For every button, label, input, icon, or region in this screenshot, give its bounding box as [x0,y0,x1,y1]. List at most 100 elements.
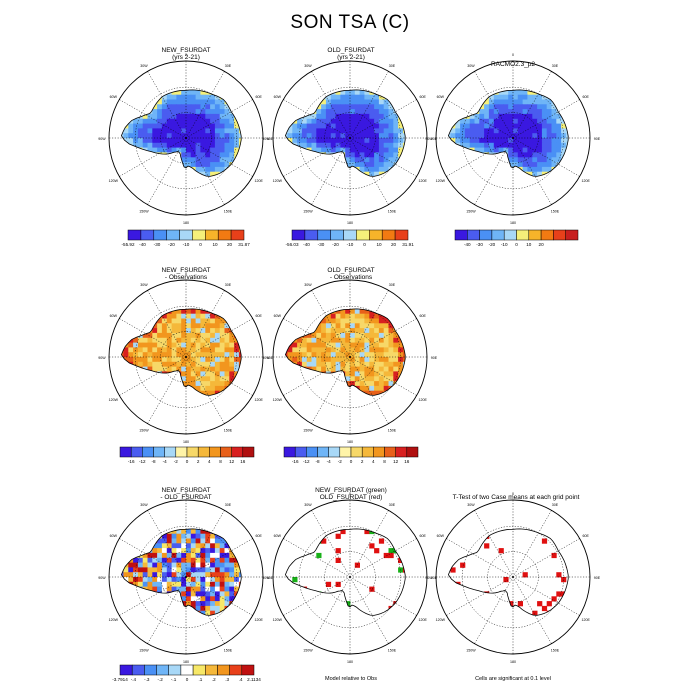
grid-cell [157,567,163,573]
grid-cell [513,99,519,105]
grid-cell [205,601,211,607]
grid-cell [316,347,322,353]
grid-cell [354,332,360,339]
grid-cell [210,94,216,100]
grid-cell [205,557,211,563]
grid-cell [181,133,187,139]
grid-cell [551,162,557,168]
grid-cell [364,138,370,144]
grid-cell [537,113,543,120]
grid-cell [321,352,327,358]
grid-cell [369,381,375,387]
grid-cell [374,177,379,182]
grid-cell [301,142,308,148]
grid-cell [128,572,134,578]
grid-cell [306,133,312,139]
grid-cell [176,94,182,100]
grid-cell [205,113,211,120]
grid-cell [186,123,192,129]
grid-cell [133,567,139,573]
grid-cell [195,99,201,105]
grid-cell [214,581,221,587]
grid-cell [234,147,240,153]
grid-cell [513,89,519,91]
grid-cell [537,601,543,607]
grid-cell [493,109,499,115]
grid-cell [171,99,177,105]
grid-cell [359,323,365,329]
longitude-label: 150W [303,429,313,433]
colorbar-swatch [361,446,374,458]
grid-cell [161,128,168,134]
colorbar-label: 10 [376,242,382,247]
grid-cell [325,366,332,372]
grid-cell [335,581,341,587]
grid-cell [469,128,475,134]
grid-cell [171,138,177,144]
grid-cell [152,113,158,120]
grid-cell [195,147,201,153]
grid-cell [316,538,322,544]
grid-cell [354,147,360,153]
grid-cell [157,104,163,110]
grid-cell [161,538,168,544]
grid-cell [311,352,317,358]
grid-cell [378,328,385,334]
grid-cell [484,128,490,134]
panel-title: NEW_FSURDAT (green) OLD_FSURDAT (red) [315,487,387,501]
grid-cell [532,104,538,110]
grid-cell [508,89,514,91]
grid-cell [190,601,196,607]
grid-cell [186,591,192,597]
grid-cell [364,147,370,153]
grid-cell [190,138,196,144]
grid-cell [292,577,298,583]
grid-cell [161,337,168,343]
grid-cell [388,157,394,163]
grid-cell [311,118,317,124]
grid-cell [378,133,385,139]
grid-cell [137,138,144,144]
grid-cell [200,605,206,612]
grid-cell [335,313,341,319]
grid-cell [219,586,225,592]
grid-cell [508,162,514,168]
grid-cell [388,113,394,120]
grid-cell [378,366,385,372]
grid-cell [190,543,196,549]
grid-cell [546,601,552,607]
grid-cell [205,177,210,182]
grid-cell [190,332,196,339]
grid-cell [484,104,490,110]
grid-cell [340,337,346,343]
grid-cell [340,89,346,96]
longitude-label: 60W [110,95,118,99]
grid-cell [301,128,308,134]
grid-cell [345,323,351,329]
grid-cell [152,357,158,363]
grid-cell [137,567,144,573]
colorbar-label: 10 [526,242,532,247]
grid-cell [311,357,317,363]
page-title: SON TSA (C) [290,12,410,33]
grid-cell [205,166,211,173]
grid-cell [321,538,327,544]
longitude-label: 90W [262,137,270,141]
grid-cell [195,133,201,139]
colorbar-label: -12 [139,459,146,464]
grid-cell [537,109,543,115]
longitude-label: 150E [551,210,560,214]
grid-cell [195,166,201,173]
grid-cell [238,138,242,144]
colorbar-label: 8 [383,459,386,464]
grid-cell [157,99,163,105]
grid-cell [181,142,187,148]
grid-cell [551,109,557,115]
grid-cell [374,371,380,377]
grid-cell [374,166,380,173]
colorbar-swatch [205,229,219,241]
grid-cell [214,99,221,105]
grid-cell [157,147,163,153]
grid-cell [123,352,129,358]
